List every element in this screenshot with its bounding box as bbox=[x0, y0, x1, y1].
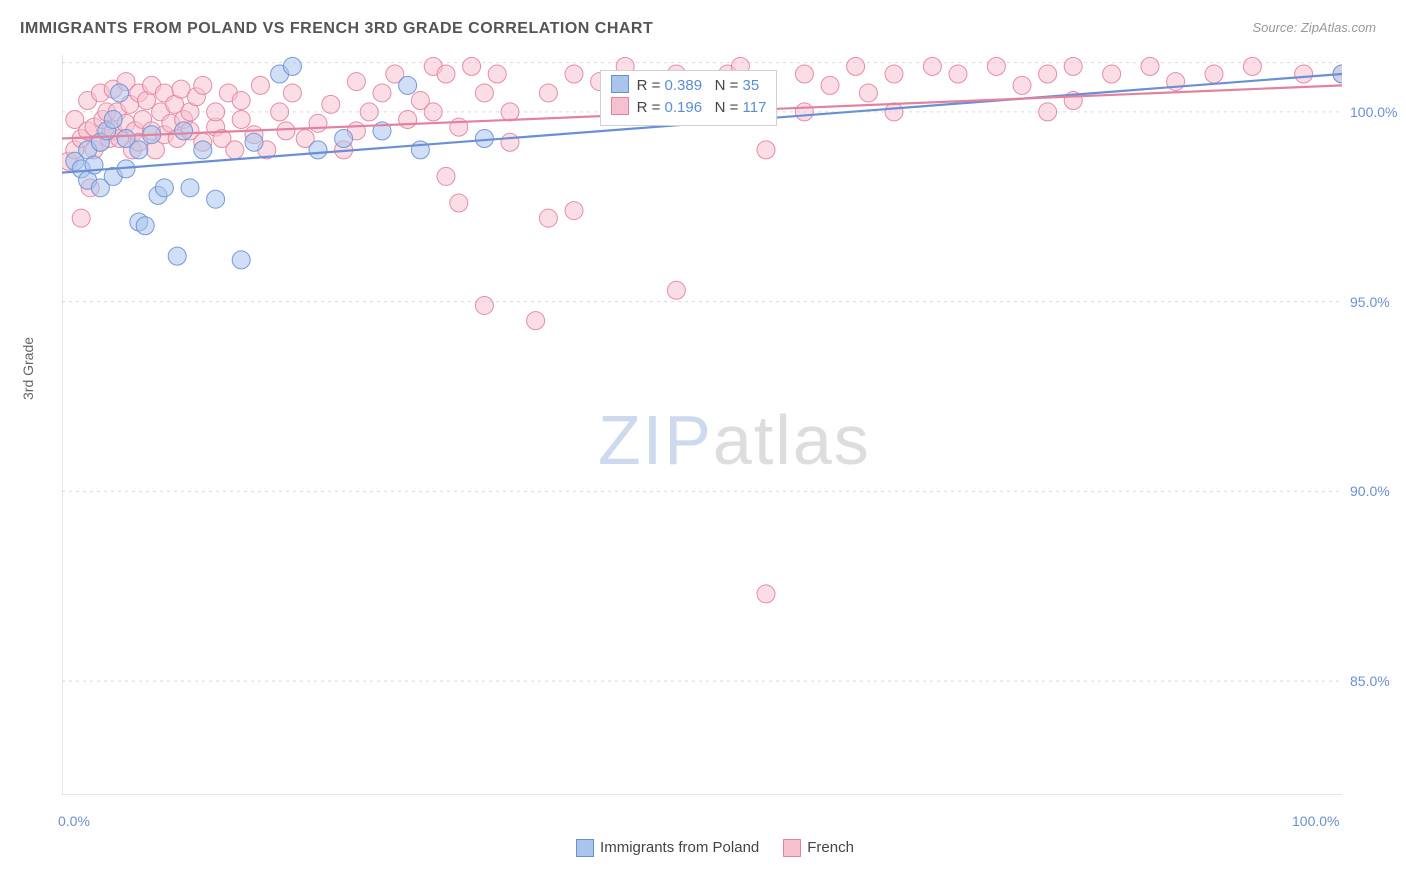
legend-label: French bbox=[807, 839, 854, 856]
plot-area: ZIPatlas R = 0.389 N = 35R = 0.196 N = 1… bbox=[62, 55, 1342, 795]
y-axis-label: 3rd Grade bbox=[20, 337, 36, 400]
y-tick-label: 95.0% bbox=[1350, 294, 1390, 310]
legend-swatch bbox=[783, 839, 801, 857]
corr-row: R = 0.196 N = 117 bbox=[611, 97, 767, 119]
chart-title: IMMIGRANTS FROM POLAND VS FRENCH 3RD GRA… bbox=[20, 20, 653, 38]
y-tick-label: 90.0% bbox=[1350, 483, 1390, 499]
corr-text: R = 0.196 N = 117 bbox=[637, 99, 767, 116]
corr-row: R = 0.389 N = 35 bbox=[611, 75, 767, 97]
scatter-plot-svg bbox=[62, 55, 1342, 795]
correlation-legend-box: R = 0.389 N = 35 R = 0.196 N = 117 bbox=[600, 70, 778, 126]
legend-swatch bbox=[611, 75, 629, 93]
source-label: Source: ZipAtlas.com bbox=[1252, 20, 1376, 35]
series-legend: Immigrants from Poland French bbox=[0, 839, 1406, 857]
x-tick-label: 100.0% bbox=[1292, 813, 1339, 829]
y-tick-label: 85.0% bbox=[1350, 673, 1390, 689]
y-tick-label: 100.0% bbox=[1350, 104, 1397, 120]
legend-swatch bbox=[611, 97, 629, 115]
x-tick-label: 0.0% bbox=[58, 813, 90, 829]
legend-label: Immigrants from Poland bbox=[600, 839, 759, 856]
corr-text: R = 0.389 N = 35 bbox=[637, 77, 760, 94]
legend-swatch bbox=[576, 839, 594, 857]
